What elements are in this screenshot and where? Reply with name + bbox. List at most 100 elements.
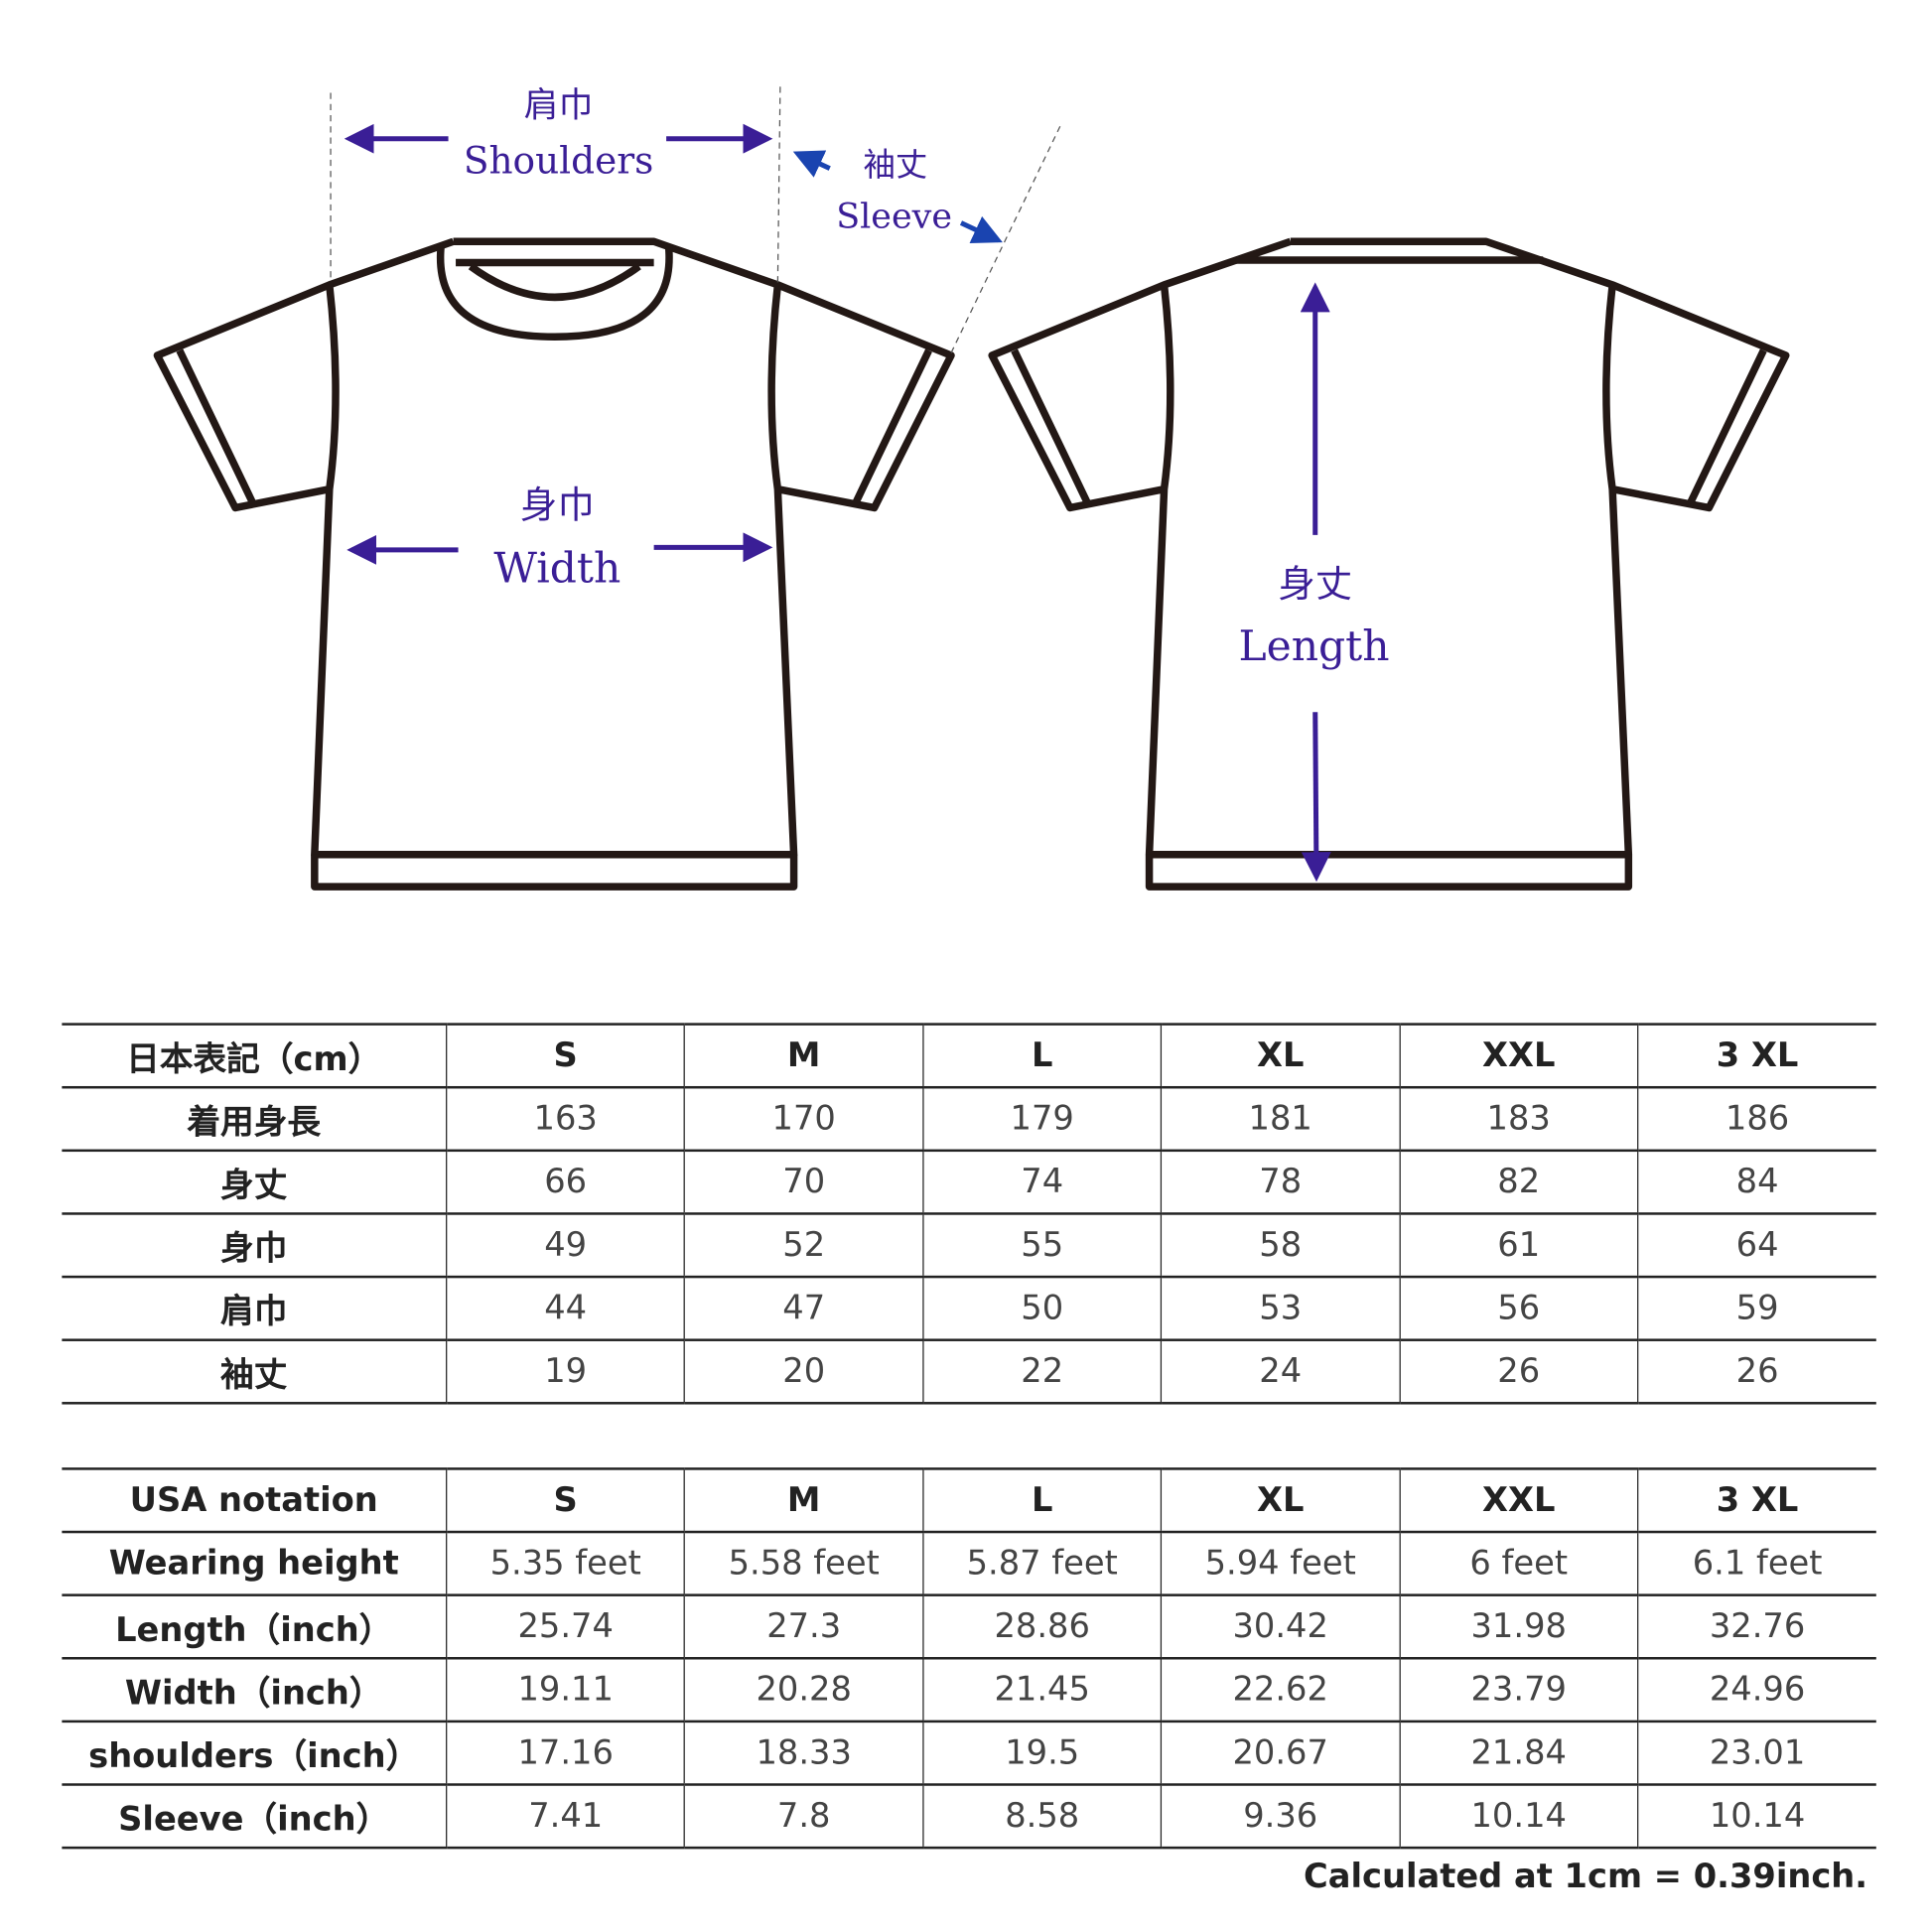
shoulders-en-label: Shoulders	[464, 139, 653, 183]
row-label: 着用身長	[62, 1085, 447, 1153]
table-cell: 64	[1637, 1212, 1876, 1279]
length-arrow-down	[1301, 712, 1331, 883]
table-cell: 179	[922, 1085, 1162, 1153]
size-header: XL	[1161, 1023, 1400, 1089]
table-cell: 50	[922, 1275, 1162, 1341]
table-cell: 22.62	[1161, 1657, 1400, 1724]
guide-lines	[330, 86, 1061, 353]
table-cell: 8.58	[922, 1783, 1162, 1850]
width-en-label: Width	[493, 544, 621, 593]
row-label: USA notation	[62, 1467, 447, 1534]
table-cell: 7.41	[446, 1783, 685, 1850]
table-cell: 7.8	[684, 1783, 923, 1850]
table-cell: 23.01	[1637, 1720, 1876, 1786]
table-cell: 32.76	[1637, 1593, 1876, 1660]
size-header: XXL	[1399, 1467, 1638, 1534]
row-label: Wearing height	[62, 1530, 447, 1596]
table-cell: 78	[1161, 1149, 1400, 1215]
table-cell: 49	[446, 1212, 685, 1279]
size-header: M	[684, 1023, 923, 1089]
sleeve-arrow-down	[959, 215, 1003, 244]
table-cell: 59	[1637, 1275, 1876, 1341]
size-header: L	[922, 1467, 1162, 1534]
size-header: S	[446, 1467, 685, 1534]
table-cell: 9.36	[1161, 1783, 1400, 1850]
table-cell: 28.86	[922, 1593, 1162, 1660]
table-cell: 30.42	[1161, 1593, 1400, 1660]
table-cell: 163	[446, 1085, 685, 1153]
table-cell: 19	[446, 1338, 685, 1405]
japanese-size-table: 日本表記（cm） S M L XL XXL 3 XL 着用身長 163 170 179 181 183 1…	[62, 1023, 1876, 1405]
table-row: Width（inch） 19.11 20.28 21.45 22.62 23.79 24.9…	[62, 1657, 1876, 1724]
table-cell: 22	[922, 1338, 1162, 1405]
size-header: 3 XL	[1637, 1467, 1876, 1534]
table-cell: 24.96	[1637, 1657, 1876, 1724]
row-label: Sleeve（inch）	[62, 1783, 447, 1850]
row-label: Length（inch）	[62, 1593, 447, 1660]
table-cell: 183	[1399, 1085, 1638, 1153]
table-cell: 52	[684, 1212, 923, 1279]
size-header: XXL	[1399, 1023, 1638, 1089]
table-cell: 10.14	[1399, 1783, 1638, 1850]
table-cell: 53	[1161, 1275, 1400, 1341]
table-cell: 21.45	[922, 1657, 1162, 1724]
table-cell: 23.79	[1399, 1657, 1638, 1724]
row-label: Width（inch）	[62, 1657, 447, 1724]
length-jp-label: 身丈	[1278, 562, 1352, 606]
table-cell: 20	[684, 1338, 923, 1405]
row-label: 日本表記（cm）	[62, 1023, 447, 1089]
table-cell: 84	[1637, 1149, 1876, 1215]
table-row: Wearing height 5.35 feet 5.58 feet 5.87 fee…	[62, 1530, 1876, 1596]
table-cell: 19.5	[922, 1720, 1162, 1786]
row-label: 袖丈	[62, 1338, 447, 1405]
table-cell: 17.16	[446, 1720, 685, 1786]
table-cell: 5.94 feet	[1161, 1530, 1400, 1596]
table-cell: 25.74	[446, 1593, 685, 1660]
table-cell: 186	[1637, 1085, 1876, 1153]
row-label: 身巾	[62, 1212, 447, 1279]
table-cell: 44	[446, 1275, 685, 1341]
size-header: M	[684, 1467, 923, 1534]
shoulders-jp-label: 肩巾	[524, 85, 594, 125]
table-cell: 10.14	[1637, 1783, 1876, 1850]
table-cell: 58	[1161, 1212, 1400, 1279]
table-row: 身巾 49 52 55 58 61 64	[62, 1212, 1876, 1279]
table-cell: 20.67	[1161, 1720, 1400, 1786]
table-row: 着用身長 163 170 179 181 183 186	[62, 1085, 1876, 1153]
table-cell: 70	[684, 1149, 923, 1215]
table-cell: 5.87 feet	[922, 1530, 1162, 1596]
table-cell: 26	[1399, 1338, 1638, 1405]
table-cell: 55	[922, 1212, 1162, 1279]
table-cell: 19.11	[446, 1657, 685, 1724]
table-cell: 5.35 feet	[446, 1530, 685, 1596]
size-header: S	[446, 1023, 685, 1089]
table-row: shoulders（inch） 17.16 18.33 19.5 20.67 21.84 2…	[62, 1720, 1876, 1786]
table-row: Sleeve（inch） 7.41 7.8 8.58 9.36 10.14 10.14	[62, 1783, 1876, 1850]
table-row: 身丈 66 70 74 78 82 84	[62, 1149, 1876, 1215]
width-jp-label: 身巾	[520, 483, 595, 526]
table-cell: 24	[1161, 1338, 1400, 1405]
table-cell: 61	[1399, 1212, 1638, 1279]
table-cell: 74	[922, 1149, 1162, 1215]
table-cell: 21.84	[1399, 1720, 1638, 1786]
table-cell: 47	[684, 1275, 923, 1341]
usa-size-table: USA notation S M L XL XXL 3 XL Wearing height 5.…	[62, 1467, 1876, 1850]
table-row: 袖丈 19 20 22 24 26 26	[62, 1338, 1876, 1405]
table-cell: 181	[1161, 1085, 1400, 1153]
table-cell: 56	[1399, 1275, 1638, 1341]
table-cell: 6 feet	[1399, 1530, 1638, 1596]
back-tshirt-outline	[988, 237, 1790, 891]
row-label: 身丈	[62, 1149, 447, 1215]
table-cell: 82	[1399, 1149, 1638, 1215]
table-row: 肩巾 44 47 50 53 56 59	[62, 1275, 1876, 1341]
sleeve-en-label: Sleeve	[836, 198, 952, 237]
size-header: XL	[1161, 1467, 1400, 1534]
conversion-note: Calculated at 1cm = 0.39inch.	[1304, 1858, 1868, 1896]
size-header: 3 XL	[1637, 1023, 1876, 1089]
table-cell: 18.33	[684, 1720, 923, 1786]
table-row: Length（inch） 25.74 27.3 28.86 30.42 31.98 32.7…	[62, 1593, 1876, 1660]
table-cell: 5.58 feet	[684, 1530, 923, 1596]
front-tshirt-outline	[153, 237, 955, 891]
table-cell: 27.3	[684, 1593, 923, 1660]
